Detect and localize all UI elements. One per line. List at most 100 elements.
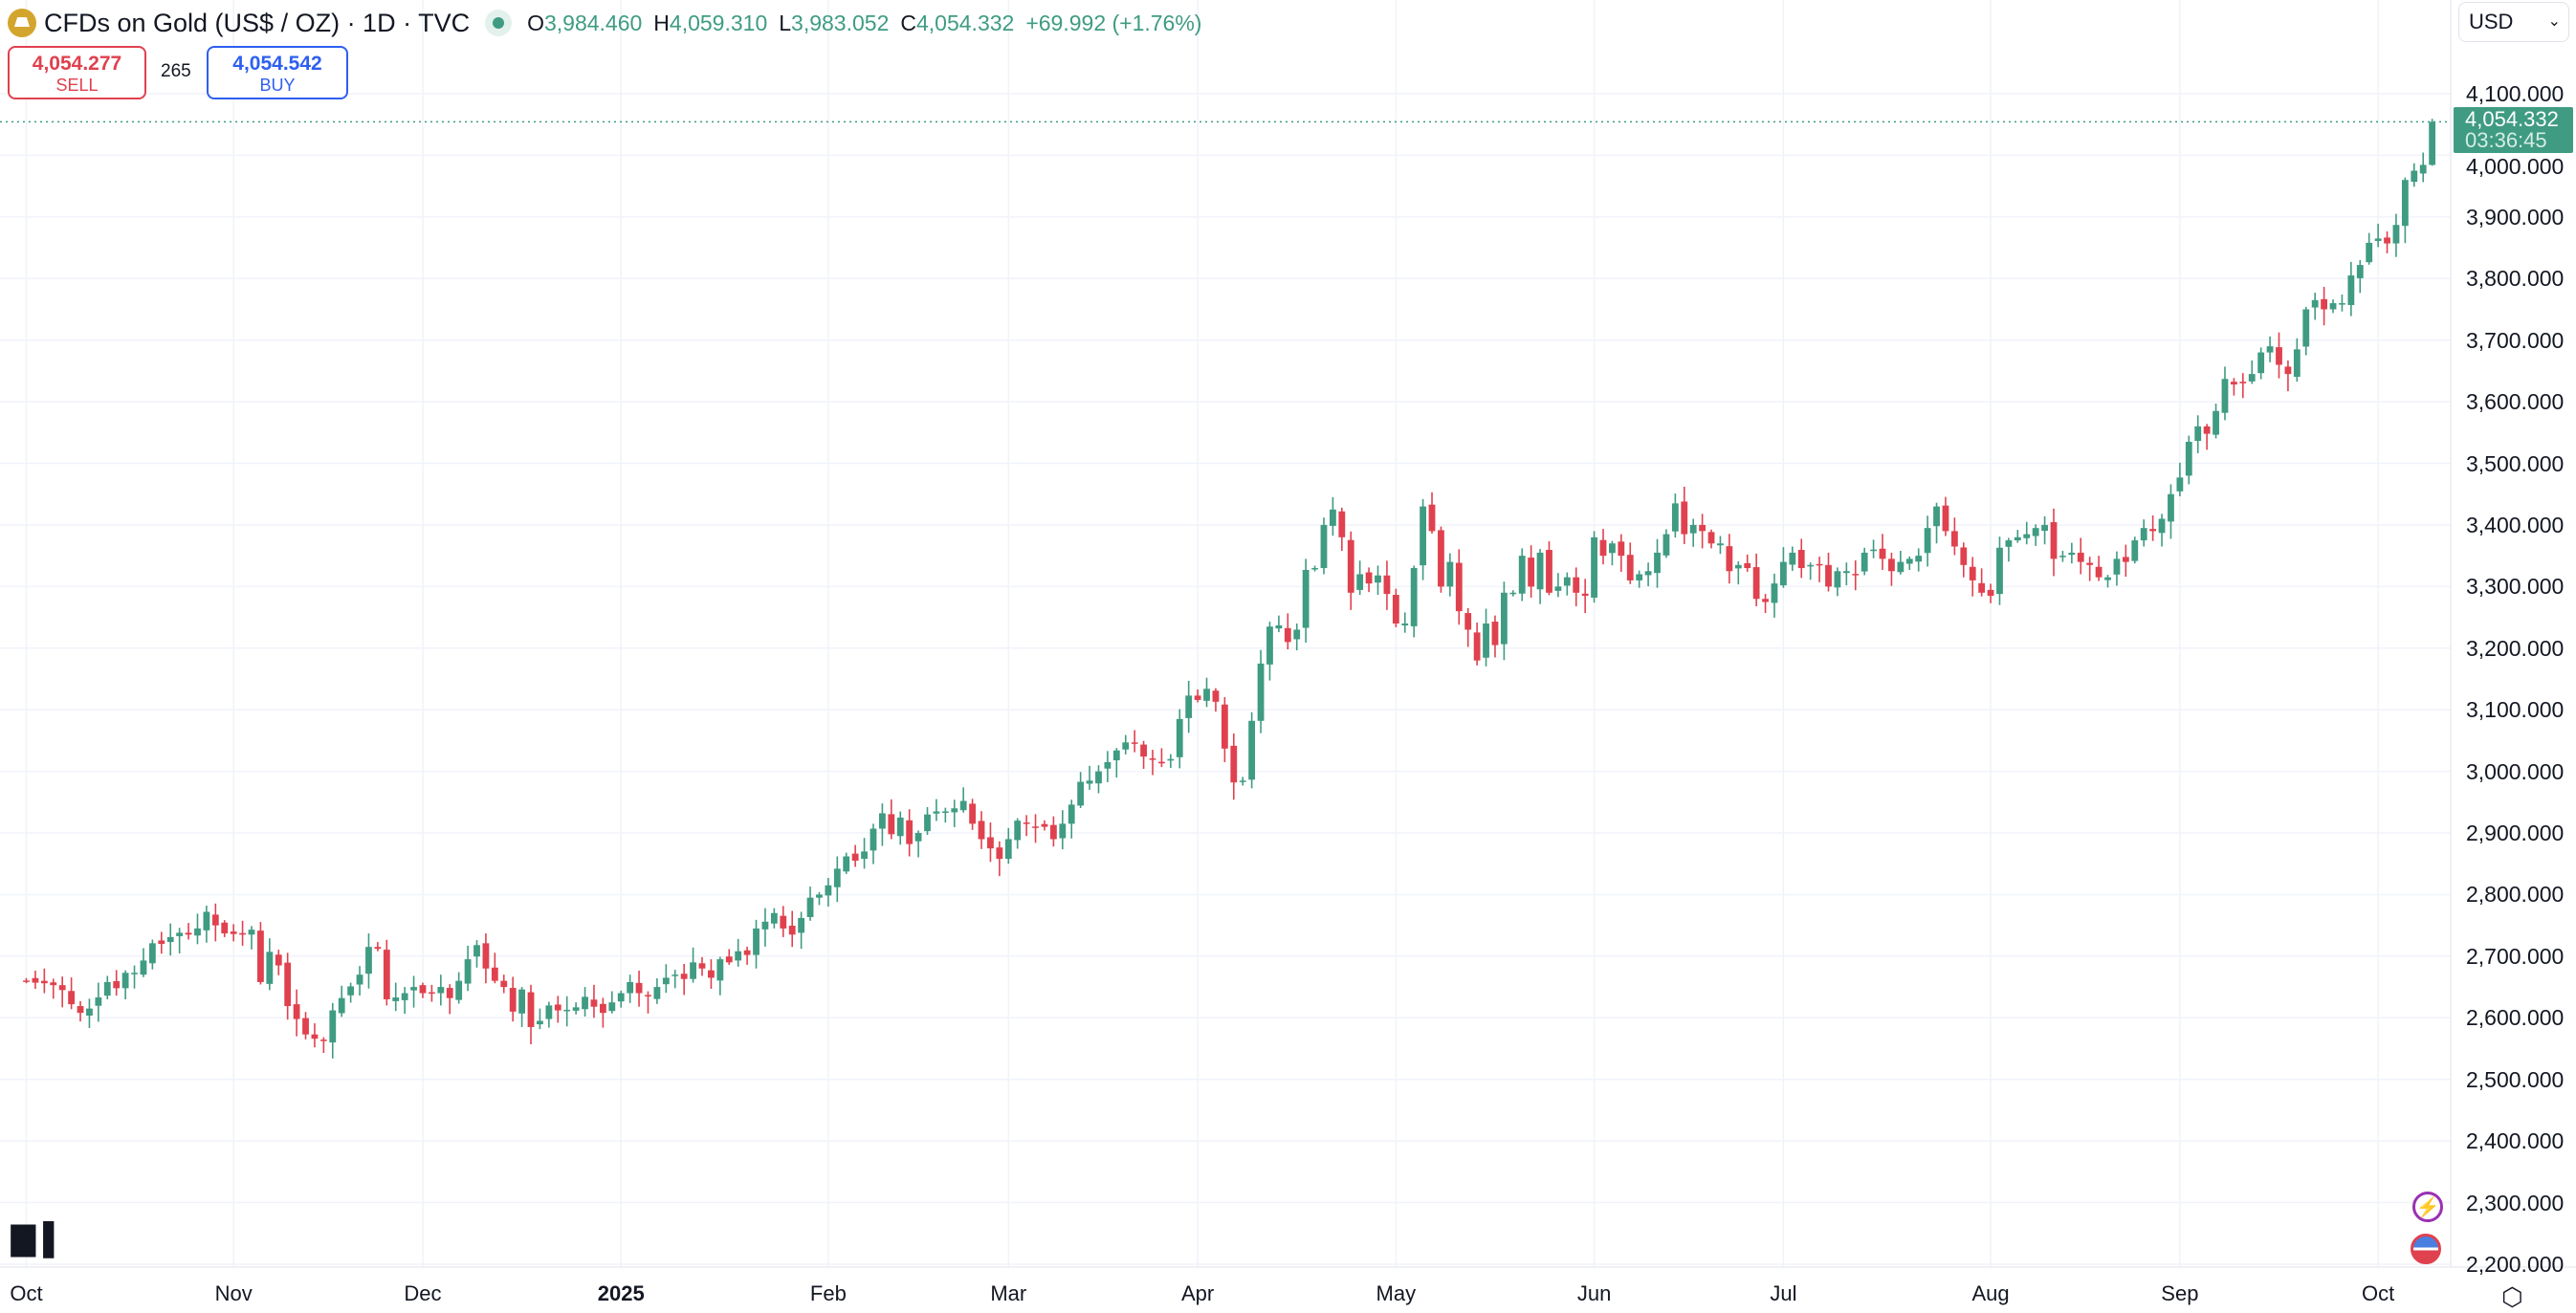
candle-body — [1950, 531, 1958, 547]
candle-body — [1302, 569, 1310, 628]
lightning-event-icon[interactable]: ⚡ — [2412, 1192, 2443, 1222]
candle-body — [2392, 225, 2400, 244]
candle-body — [500, 980, 508, 988]
candle-up — [86, 998, 93, 1028]
candle-up — [365, 933, 372, 989]
candle-body — [2176, 477, 2184, 492]
candle-body — [1636, 574, 1643, 580]
candle-body — [1996, 547, 2003, 595]
candle-body — [1528, 558, 1535, 587]
candle-body — [1365, 572, 1373, 584]
candle-body — [2276, 347, 2282, 365]
candle-body — [311, 1034, 319, 1039]
candle-body — [1221, 704, 1228, 749]
candle-up — [2339, 295, 2345, 312]
candle-body — [1816, 563, 1823, 566]
candle-body — [2293, 349, 2301, 378]
candle-body — [1942, 505, 1949, 532]
candle-body — [2158, 518, 2166, 534]
candle-up — [2347, 261, 2355, 317]
candle-body — [2086, 562, 2094, 565]
candle-up — [1500, 581, 1508, 661]
candle-up — [1780, 547, 1787, 588]
time-tick-label: Jul — [1770, 1281, 1797, 1305]
symbol-title[interactable]: CFDs on Gold (US$ / OZ) · 1D · TVC — [44, 8, 471, 37]
candle-up — [1563, 572, 1571, 596]
sell-price: 4,054.277 — [32, 53, 122, 75]
candle-down — [50, 978, 57, 999]
buy-button[interactable]: 4,054.542 BUY — [207, 46, 348, 99]
candle-up — [2213, 404, 2219, 439]
candle-down — [2284, 360, 2292, 392]
candle-down — [1023, 815, 1030, 837]
candle-down — [2122, 544, 2129, 578]
candle-body — [148, 943, 156, 964]
candle-body — [176, 932, 184, 936]
candle-up — [690, 947, 696, 983]
candle-body — [68, 991, 75, 1005]
candle-up — [2005, 537, 2013, 562]
candle-up — [1654, 538, 1661, 588]
candle-down — [1284, 613, 1291, 650]
market-open-status-icon[interactable] — [485, 10, 513, 36]
candle-up — [1320, 517, 1328, 575]
candle-body — [1797, 550, 1805, 569]
candle-up — [662, 964, 670, 994]
candle-up — [2401, 177, 2409, 244]
candle-body — [257, 930, 264, 982]
candle-body — [2374, 238, 2382, 241]
candle-body — [410, 987, 417, 991]
candle-up — [1014, 818, 1022, 849]
candle-body — [1500, 592, 1508, 645]
us-flag-event-icon[interactable] — [2411, 1234, 2441, 1264]
candle-down — [2384, 230, 2390, 253]
low-value: 3,983.052 — [791, 10, 890, 35]
candle-down — [1041, 820, 1048, 831]
sell-button[interactable]: 4,054.277 SELL — [8, 46, 146, 99]
tradingview-logo[interactable]: ▇▐ — [11, 1221, 54, 1256]
candle-body — [1257, 663, 1265, 721]
candle-up — [1834, 567, 1841, 597]
candle-body — [1546, 550, 1552, 593]
candle-down — [509, 976, 517, 1022]
candle-up — [843, 852, 850, 874]
candle-body — [843, 856, 850, 872]
price-tick-label: 3,800.000 — [2466, 266, 2565, 292]
candle-body — [590, 999, 598, 1007]
candle-up — [1609, 540, 1616, 566]
candle-down — [221, 920, 229, 937]
candle-up — [1185, 680, 1193, 733]
candle-body — [58, 985, 66, 991]
candle-up — [356, 966, 363, 996]
candle-body — [806, 897, 814, 917]
price-tick-label: 3,700.000 — [2466, 327, 2565, 353]
currency-select[interactable]: USD ⌄ — [2458, 2, 2569, 42]
candle-up — [2356, 259, 2364, 294]
candle-body — [239, 932, 246, 935]
candle-down — [743, 946, 751, 965]
candle-up — [2194, 415, 2202, 453]
candle-body — [1438, 530, 1444, 587]
candle-body — [825, 885, 832, 896]
candle-up — [1915, 548, 1923, 572]
high-value: 4,059.310 — [669, 10, 768, 35]
candle-down — [1149, 750, 1156, 776]
candle-down — [2321, 286, 2327, 326]
price-tick-label: 4,000.000 — [2466, 154, 2565, 179]
candle-body — [2095, 566, 2103, 578]
candle-body — [2221, 379, 2229, 413]
price-tick-label: 3,400.000 — [2466, 512, 2565, 537]
candle-up — [861, 838, 868, 869]
candle-up — [924, 806, 931, 835]
candle-body — [1879, 548, 1886, 559]
candle-body — [1464, 613, 1472, 630]
candle-body — [851, 853, 859, 862]
candle-body — [131, 973, 138, 974]
candle-body — [1915, 556, 1923, 562]
settings-icon[interactable]: ⬡ — [2501, 1282, 2523, 1311]
candle-up — [194, 913, 201, 945]
candle-body — [2168, 493, 2174, 522]
candle-body — [1834, 571, 1841, 588]
price-tick-label: 2,900.000 — [2466, 821, 2565, 846]
